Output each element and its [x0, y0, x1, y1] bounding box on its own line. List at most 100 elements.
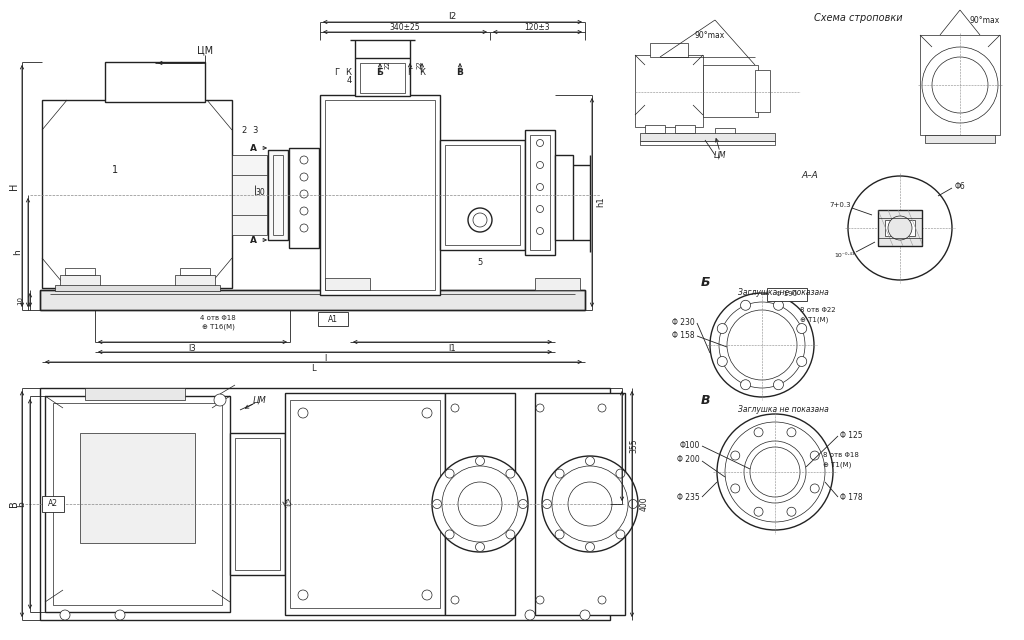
Text: Φ100: Φ100 [680, 440, 700, 449]
Text: 355: 355 [630, 438, 639, 453]
Bar [920, 35, 1000, 135]
Circle shape [754, 508, 763, 516]
Text: ⊕ Τ1(М): ⊕ Τ1(М) [800, 317, 828, 323]
Text: Г: Г [408, 67, 413, 77]
Circle shape [731, 484, 739, 493]
Bar [755, 70, 770, 112]
Circle shape [773, 380, 783, 390]
Text: 120±3: 120±3 [524, 22, 550, 31]
Bar [635, 55, 703, 127]
Circle shape [932, 57, 988, 113]
Circle shape [810, 484, 819, 493]
Bar [230, 433, 285, 575]
Circle shape [888, 216, 912, 240]
Circle shape [537, 205, 544, 212]
Circle shape [537, 184, 544, 191]
Circle shape [615, 469, 625, 478]
Bar [440, 140, 525, 250]
Circle shape [552, 466, 628, 542]
Bar [85, 388, 185, 400]
Circle shape [586, 456, 595, 465]
Bar [355, 58, 410, 96]
Bar [55, 285, 220, 291]
Circle shape [568, 482, 612, 526]
Circle shape [458, 482, 502, 526]
Circle shape [580, 610, 590, 620]
Circle shape [717, 414, 833, 530]
Text: 3: 3 [252, 125, 258, 134]
Text: ⊕ Τ16(М): ⊕ Τ16(М) [202, 324, 234, 330]
Bar [675, 125, 695, 133]
Circle shape [300, 224, 308, 232]
Bar [767, 288, 807, 301]
Text: А: А [250, 143, 256, 152]
Text: ЦМ: ЦМ [714, 150, 726, 159]
Bar [640, 133, 775, 141]
Text: Φ 200: Φ 200 [677, 456, 700, 465]
Circle shape [537, 140, 544, 147]
Bar [530, 135, 550, 250]
Text: 340±25: 340±25 [390, 22, 420, 31]
Circle shape [525, 610, 535, 620]
Circle shape [555, 530, 564, 539]
Circle shape [598, 404, 606, 412]
Circle shape [537, 227, 544, 234]
Bar [40, 290, 585, 310]
Circle shape [506, 530, 515, 539]
Circle shape [300, 207, 308, 215]
Circle shape [555, 469, 564, 478]
Bar [715, 128, 735, 134]
Text: l3: l3 [188, 344, 196, 353]
Circle shape [475, 456, 484, 465]
Circle shape [598, 596, 606, 604]
Circle shape [754, 428, 763, 436]
Circle shape [542, 456, 638, 552]
Text: b: b [17, 501, 27, 507]
Bar [925, 135, 995, 143]
Circle shape [537, 161, 544, 168]
Circle shape [797, 356, 807, 367]
Text: Г: Г [335, 67, 340, 77]
Text: К: К [345, 67, 351, 77]
Text: 90°max: 90°max [970, 15, 1000, 24]
Text: A1: A1 [328, 314, 338, 323]
Text: Φ 230: Φ 230 [672, 317, 695, 326]
Bar [535, 393, 625, 615]
Text: Заглушка не показана: Заглушка не показана [738, 287, 828, 296]
Circle shape [445, 530, 454, 539]
Circle shape [432, 456, 528, 552]
Bar [325, 100, 435, 290]
Circle shape [719, 302, 805, 388]
Text: Φ 125: Φ 125 [840, 431, 862, 440]
Text: h1: h1 [597, 196, 605, 207]
Circle shape [629, 499, 638, 509]
Circle shape [214, 394, 226, 406]
Circle shape [468, 208, 492, 232]
Bar [318, 312, 348, 326]
Circle shape [300, 190, 308, 198]
Text: Φ 178: Φ 178 [840, 493, 862, 502]
Circle shape [442, 466, 518, 542]
Text: Φ 158: Φ 158 [673, 330, 695, 339]
Text: L: L [310, 364, 315, 372]
Circle shape [298, 590, 308, 600]
Text: 4 отв Φ18: 4 отв Φ18 [200, 315, 236, 321]
Circle shape [475, 543, 484, 552]
Text: h: h [13, 249, 23, 255]
Text: A2: A2 [48, 499, 58, 509]
Circle shape [422, 590, 432, 600]
Text: l2: l2 [447, 12, 456, 20]
Bar [234, 438, 280, 570]
Circle shape [740, 300, 751, 310]
Circle shape [725, 422, 825, 522]
Circle shape [445, 469, 454, 478]
Text: l1: l1 [449, 344, 456, 353]
Circle shape [300, 156, 308, 164]
Text: Заглушка не показана: Заглушка не показана [738, 406, 828, 415]
Text: 7+0.3: 7+0.3 [829, 202, 851, 208]
Circle shape [115, 610, 125, 620]
Bar [525, 130, 555, 255]
Bar [60, 275, 100, 290]
Bar [42, 100, 232, 288]
Bar [645, 125, 665, 133]
